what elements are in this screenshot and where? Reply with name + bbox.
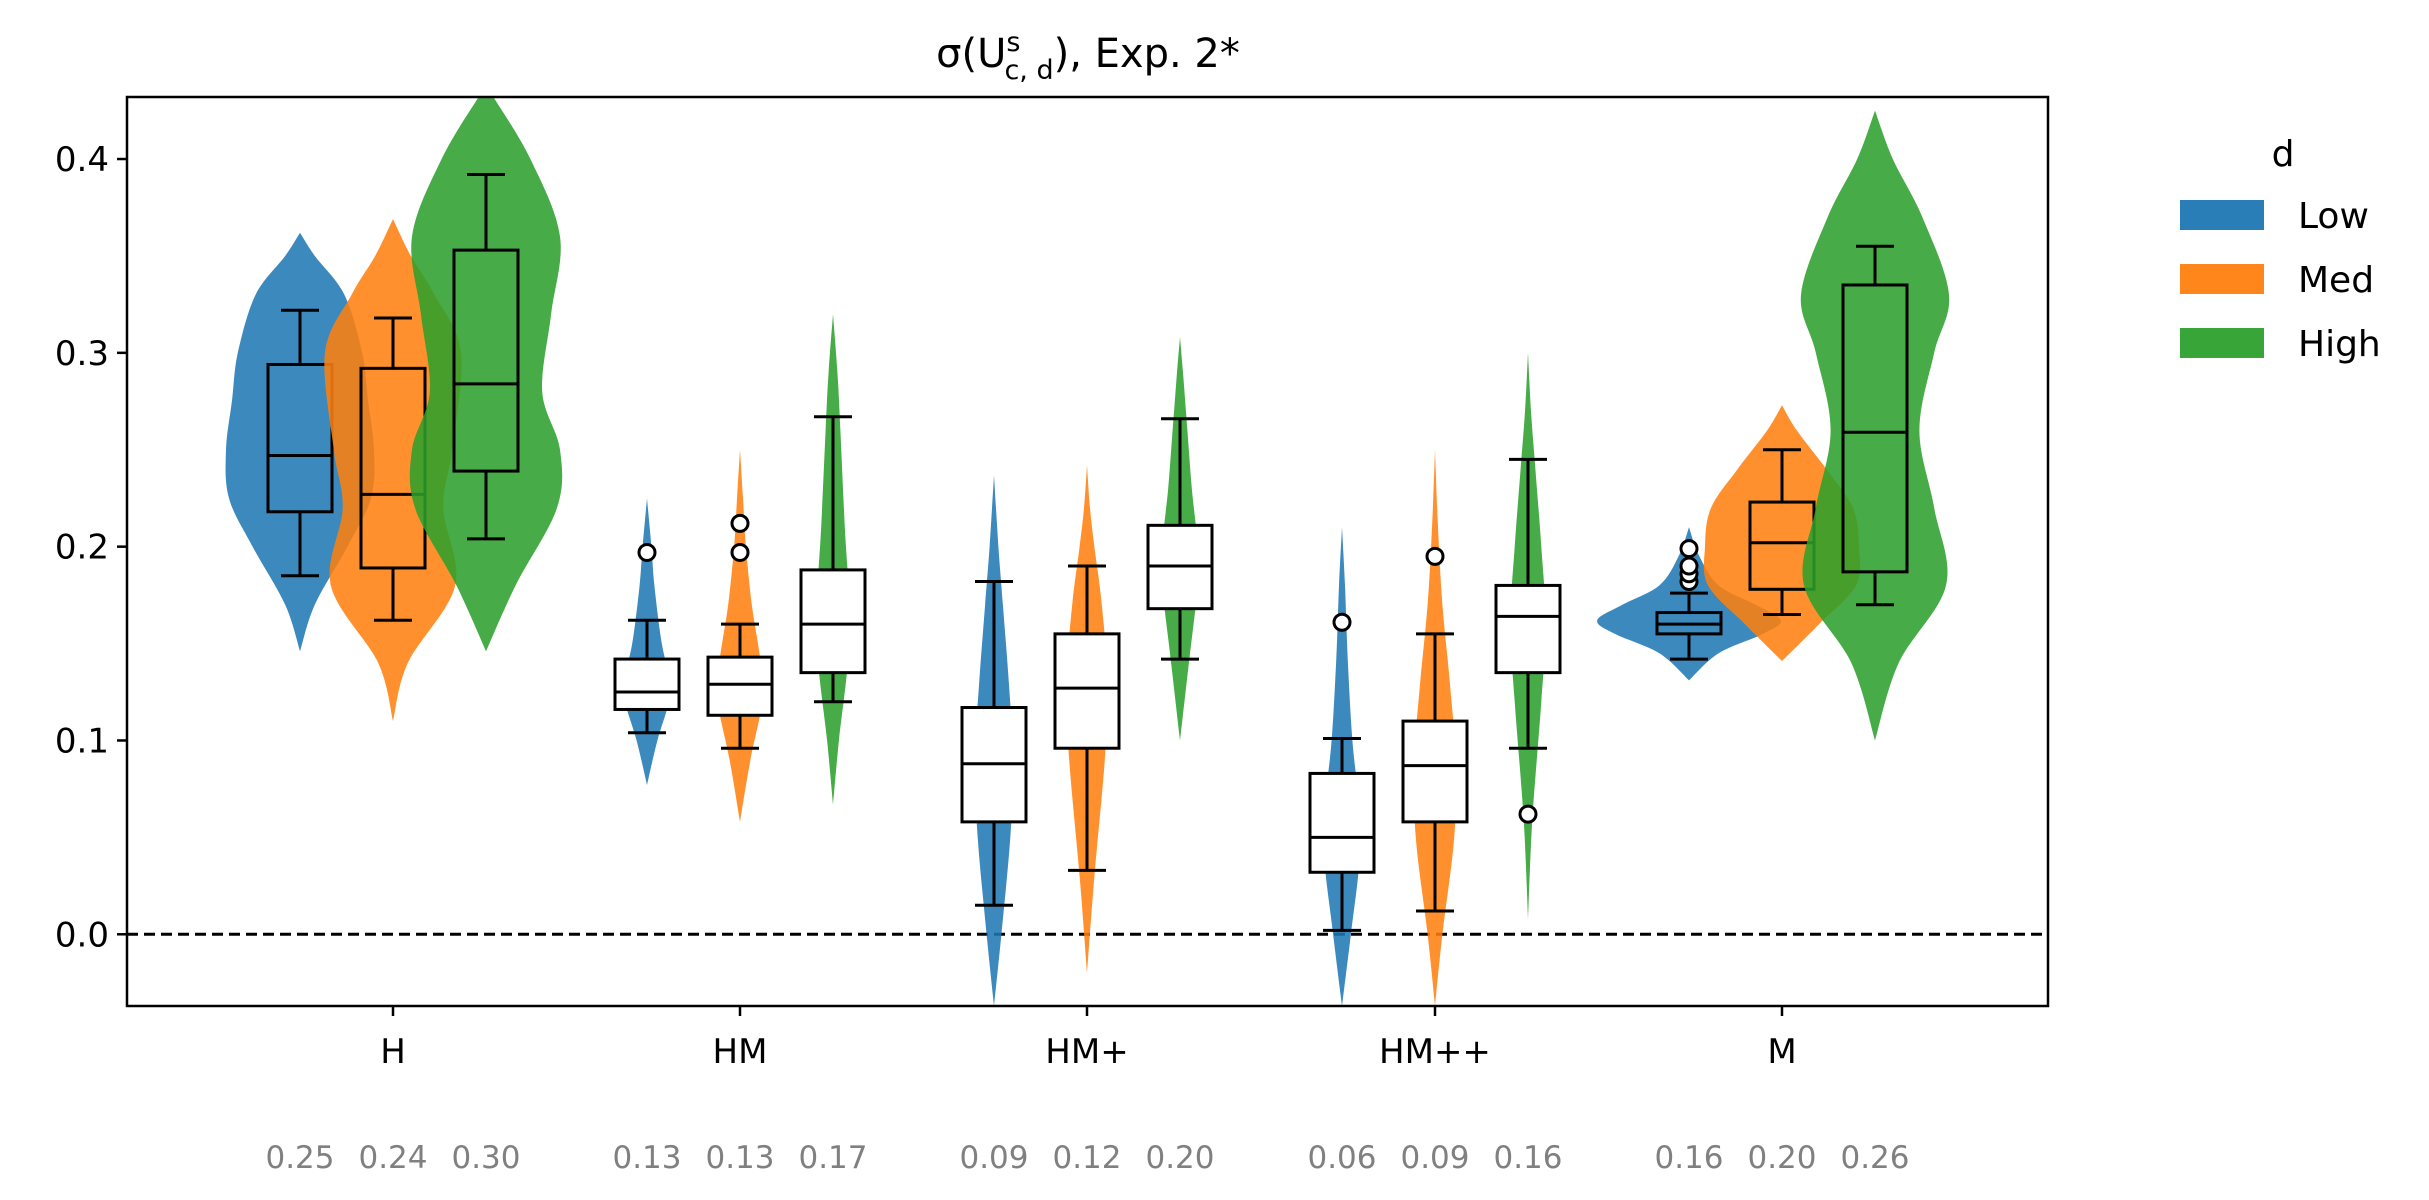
violin-group-high-hmpp	[1494, 352, 1562, 919]
x-tick-label-hm: HM	[713, 1032, 768, 1072]
mean-label-med-hmpp: 0.09	[1400, 1140, 1469, 1176]
axes: 0.0 0.1 0.2 0.3 0.4 H HM HM+ HM++ M	[55, 95, 2050, 1072]
violin-group-low-hmpp	[1308, 527, 1376, 1006]
violin-group-high-m	[1800, 110, 1950, 741]
box-high-hm	[799, 568, 867, 675]
mean-label-high-hm: 0.17	[798, 1140, 867, 1176]
box-low-h	[266, 362, 334, 514]
mean-label-high-m: 0.26	[1840, 1140, 1909, 1176]
plot-area: 0.25 0.13 0.09 0.06 0.16 0.24 0.13 0.12 0.09 0.20…	[127, 97, 2048, 1176]
box-high-hmpp	[1494, 583, 1562, 675]
mean-label-low-hmp: 0.09	[959, 1140, 1028, 1176]
y-tick-label-3: 0.3	[55, 334, 109, 374]
outlier-low-hmpp-0	[1332, 612, 1352, 632]
mean-label-high-hmpp: 0.16	[1493, 1140, 1562, 1176]
box-high-h	[452, 248, 520, 473]
mean-label-med-hm: 0.13	[705, 1140, 774, 1176]
legend-label-med: Med	[2298, 260, 2374, 301]
box-med-hm	[706, 655, 774, 717]
y-tick-label-4: 0.4	[55, 140, 109, 180]
violin-group-high-hm	[799, 314, 867, 805]
outlier-med-hm-0	[730, 542, 750, 562]
violin-group-high-h	[409, 97, 563, 652]
violin-group-med-hmpp	[1401, 449, 1469, 1006]
box-low-hmpp	[1308, 771, 1376, 874]
legend-swatch-high	[2180, 328, 2264, 358]
legend-swatch-low	[2180, 200, 2264, 230]
mean-label-high-hmp: 0.20	[1145, 1140, 1214, 1176]
y-tick-label-1: 0.1	[55, 721, 109, 761]
mean-label-low-hmpp: 0.06	[1307, 1140, 1376, 1176]
y-tick-label-0: 0.0	[55, 915, 109, 955]
outlier-med-hm-1	[730, 513, 750, 533]
chart-title: σ(Us c, d), Exp. 2*	[936, 27, 1240, 86]
mean-label-low-m: 0.16	[1654, 1140, 1723, 1176]
outlier-low-m-3	[1679, 539, 1699, 559]
mean-label-low-hm: 0.13	[612, 1140, 681, 1176]
violin-group-low-hmp	[960, 474, 1028, 1006]
mean-label-med-hmp: 0.12	[1052, 1140, 1121, 1176]
violin-group-low-hm	[613, 498, 681, 785]
box-med-hmp	[1053, 632, 1121, 750]
plot-inner	[127, 97, 2048, 1006]
outlier-low-hm-0	[637, 542, 657, 562]
outlier-low-m-2	[1679, 556, 1699, 576]
legend-label-high: High	[2298, 324, 2381, 365]
mean-label-med-h: 0.24	[358, 1140, 427, 1176]
violin-high-h	[409, 97, 563, 652]
mean-label-low-h: 0.25	[265, 1140, 334, 1176]
outlier-med-hmpp-0	[1425, 546, 1445, 566]
violin-group-low-m	[1597, 527, 1781, 681]
x-tick-label-hmp: HM+	[1045, 1032, 1128, 1072]
violin-group-med-hmp	[1053, 465, 1121, 974]
violin-group-high-hmp	[1146, 337, 1214, 741]
box-high-m	[1841, 283, 1909, 574]
legend-swatch-med	[2180, 264, 2264, 294]
legend-title: d	[2272, 134, 2295, 175]
violin-group-med-hm	[706, 449, 774, 822]
violin-high-m	[1800, 110, 1950, 741]
box-med-hmpp	[1401, 719, 1469, 824]
x-tick-label-h: H	[380, 1032, 406, 1072]
y-tick-label-2: 0.2	[55, 528, 109, 568]
x-tick-label-hmpp: HM++	[1379, 1032, 1491, 1072]
legend-label-low: Low	[2298, 196, 2369, 237]
mean-label-high-h: 0.30	[451, 1140, 520, 1176]
mean-label-med-m: 0.20	[1747, 1140, 1816, 1176]
outlier-high-hmpp-0	[1518, 804, 1538, 824]
box-low-hm	[613, 657, 681, 711]
x-tick-label-m: M	[1767, 1032, 1796, 1072]
